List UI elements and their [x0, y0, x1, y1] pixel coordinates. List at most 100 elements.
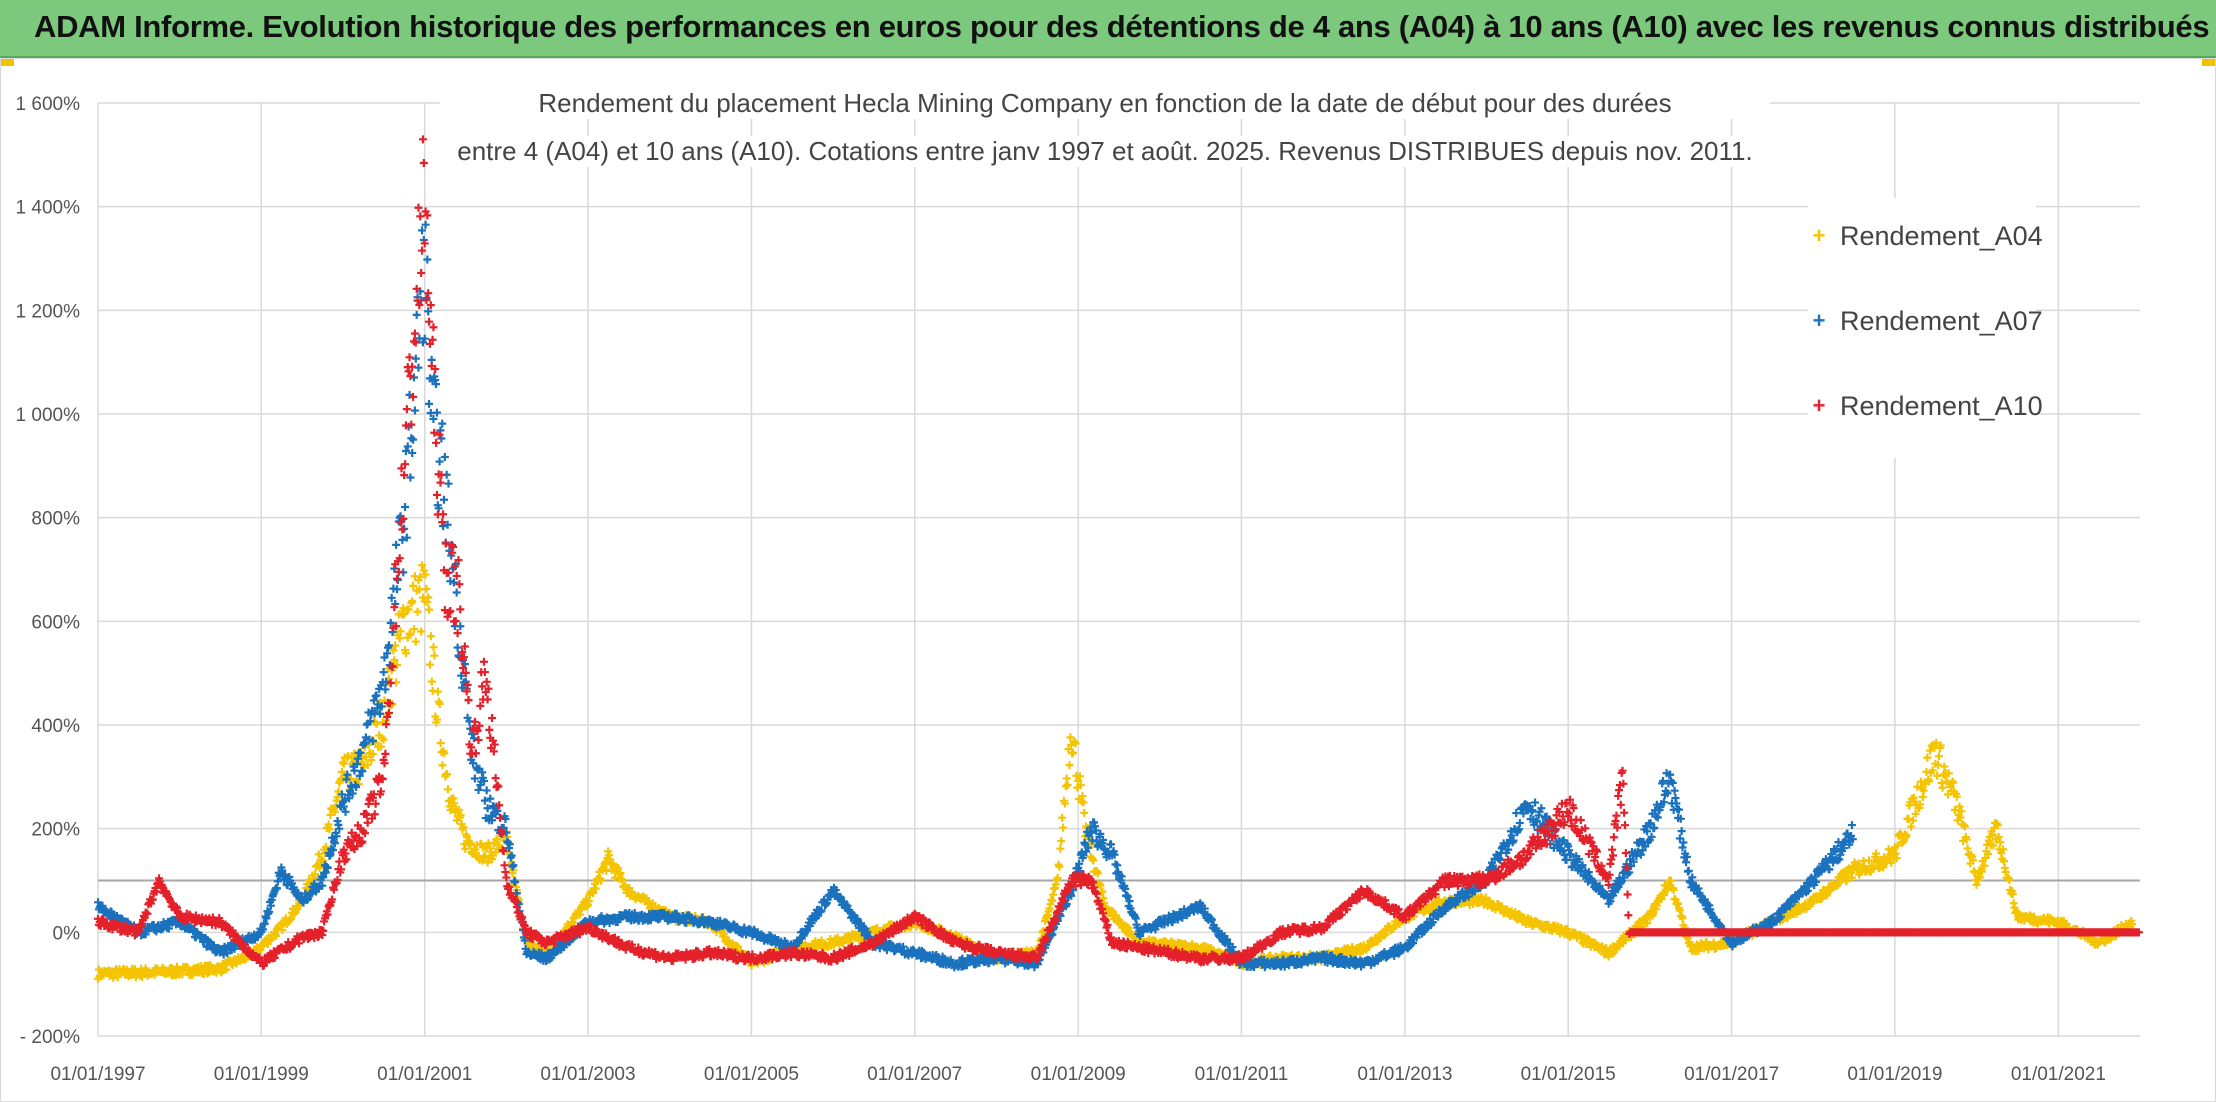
- data-point-Rendement_A04: [406, 630, 415, 639]
- x-tick-label: 01/01/2009: [1031, 1064, 1126, 1085]
- x-tick-label: 01/01/2017: [1684, 1064, 1779, 1085]
- data-point-Rendement_A04: [417, 627, 426, 636]
- x-tick-label: 01/01/2005: [704, 1064, 799, 1085]
- data-point-Rendement_A04: [421, 570, 430, 579]
- data-point-Rendement_A04: [404, 605, 413, 614]
- data-point-Rendement_A04: [319, 856, 328, 865]
- data-point-Rendement_A04: [597, 876, 606, 885]
- data-point-Rendement_A07: [452, 588, 461, 597]
- data-point-Rendement_A04: [1060, 799, 1069, 808]
- y-tick-label: 800%: [31, 509, 80, 530]
- data-point-Rendement_A10: [405, 353, 414, 362]
- data-point-Rendement_A04: [396, 627, 405, 636]
- data-point-Rendement_A07: [440, 453, 449, 462]
- data-point-Rendement_A04: [829, 941, 838, 950]
- y-tick-label: 200%: [31, 820, 80, 841]
- data-point-Rendement_A07: [456, 622, 465, 631]
- data-point-Rendement_A07: [381, 685, 390, 694]
- data-point-Rendement_A04: [368, 749, 377, 758]
- data-point-Rendement_A04: [1093, 869, 1102, 878]
- data-point-Rendement_A04: [315, 863, 324, 872]
- data-point-Rendement_A04: [413, 607, 422, 616]
- data-point-Rendement_A10: [441, 539, 450, 548]
- data-point-Rendement_A07: [411, 354, 420, 363]
- data-point-Rendement_A04: [1057, 837, 1066, 846]
- data-point-Rendement_A04: [430, 651, 439, 660]
- y-tick-label: 1 400%: [16, 198, 81, 219]
- data-point-Rendement_A10: [436, 478, 445, 487]
- data-point-Rendement_A07: [439, 495, 448, 504]
- data-point-Rendement_A04: [278, 925, 287, 934]
- data-point-Rendement_A04: [480, 851, 489, 860]
- y-tick-label: 1 000%: [16, 405, 81, 426]
- data-point-Rendement_A04: [376, 742, 385, 751]
- data-point-Rendement_A04: [409, 625, 418, 634]
- data-point-Rendement_A04: [363, 760, 372, 769]
- data-point-Rendement_A04: [602, 866, 611, 875]
- series-Rendement_A07: [94, 220, 1857, 972]
- data-point-Rendement_A07: [482, 786, 491, 795]
- x-tick-label: 01/01/2001: [377, 1064, 472, 1085]
- data-point-Rendement_A04: [400, 610, 409, 619]
- data-point-Rendement_A07: [1107, 840, 1116, 849]
- data-point-Rendement_A04: [314, 850, 323, 859]
- data-point-Rendement_A04: [1065, 761, 1074, 770]
- data-point-Rendement_A04: [409, 581, 418, 590]
- data-point-Rendement_A04: [443, 785, 452, 794]
- data-point-Rendement_A04: [1068, 748, 1077, 757]
- data-point-Rendement_A04: [424, 593, 433, 602]
- data-point-Rendement_A04: [390, 656, 399, 665]
- data-point-Rendement_A10: [418, 135, 427, 144]
- data-point-Rendement_A04: [466, 839, 475, 848]
- data-point-Rendement_A10: [402, 405, 411, 414]
- x-tick-label: 01/01/1997: [50, 1064, 145, 1085]
- data-point-Rendement_A04: [1059, 823, 1068, 832]
- data-point-Rendement_A04: [461, 844, 470, 853]
- data-point-Rendement_A04: [401, 649, 410, 658]
- data-point-Rendement_A04: [1063, 781, 1072, 789]
- data-point-Rendement_A10: [419, 158, 428, 167]
- data-point-Rendement_A04: [325, 825, 334, 834]
- x-tick-label: 01/01/2003: [540, 1064, 635, 1085]
- data-point-Rendement_A04: [433, 715, 442, 724]
- x-tick-label: 01/01/2011: [1195, 1064, 1289, 1085]
- data-point-Rendement_A04: [440, 749, 449, 758]
- data-point-Rendement_A07: [444, 479, 453, 488]
- data-point-Rendement_A04: [395, 634, 404, 643]
- data-point-Rendement_A04: [427, 677, 436, 686]
- data-point-Rendement_A04: [1064, 745, 1073, 754]
- y-tick-label: - 200%: [20, 1027, 80, 1048]
- data-point-Rendement_A10: [464, 695, 473, 704]
- data-point-Rendement_A07: [435, 457, 444, 466]
- data-point-Rendement_A04: [372, 719, 381, 728]
- data-point-Rendement_A10: [453, 629, 462, 638]
- data-point-Rendement_A04: [1066, 733, 1075, 742]
- data-point-Rendement_A07: [1670, 786, 1679, 795]
- data-point-Rendement_A04: [426, 632, 435, 641]
- data-point-Rendement_A04: [379, 735, 388, 744]
- data-point-Rendement_A04: [483, 858, 492, 867]
- data-point-Rendement_A07: [1512, 809, 1521, 818]
- data-point-Rendement_A10: [432, 438, 441, 447]
- data-point-Rendement_A04: [435, 699, 444, 708]
- x-tick-label: 01/01/1999: [214, 1064, 309, 1085]
- y-tick-label: 1 600%: [16, 94, 81, 115]
- data-point-Rendement_A04: [311, 870, 320, 879]
- data-point-Rendement_A04: [367, 756, 376, 765]
- data-point-Rendement_A10: [429, 323, 438, 332]
- y-tick-label: 400%: [31, 716, 80, 737]
- data-point-Rendement_A04: [1089, 856, 1098, 865]
- data-point-Rendement_A04: [613, 864, 622, 873]
- data-point-Rendement_A04: [1096, 881, 1105, 890]
- data-point-Rendement_A10: [485, 725, 494, 734]
- data-point-Rendement_A04: [1056, 844, 1065, 853]
- data-point-Rendement_A10: [392, 574, 401, 583]
- data-point-Rendement_A10: [414, 203, 423, 212]
- data-point-Rendement_A10: [479, 657, 488, 666]
- data-point-Rendement_A04: [433, 687, 442, 696]
- data-point-Rendement_A04: [591, 884, 600, 893]
- data-point-Rendement_A04: [353, 775, 362, 784]
- corner-accent-left: [0, 58, 14, 66]
- data-point-Rendement_A10: [491, 774, 500, 783]
- data-point-Rendement_A04: [1938, 783, 1947, 792]
